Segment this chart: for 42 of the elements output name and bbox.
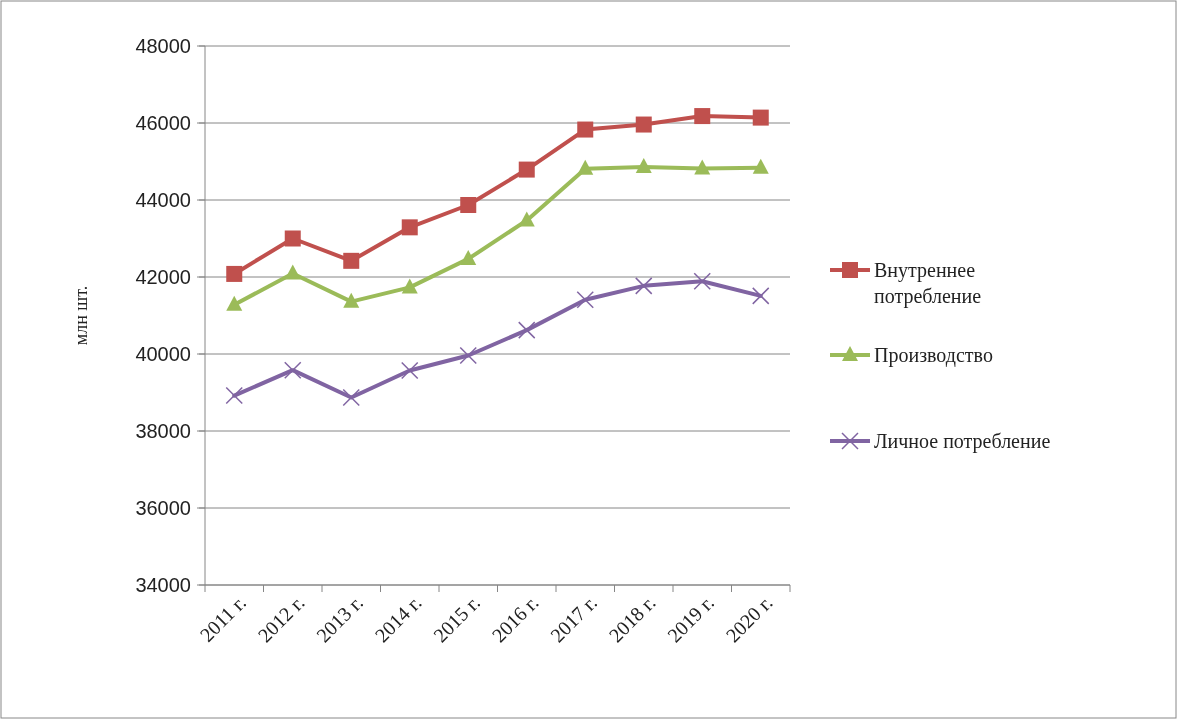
point <box>401 278 418 294</box>
point <box>284 361 302 379</box>
point <box>693 272 711 290</box>
point <box>284 264 301 280</box>
point <box>226 295 243 311</box>
point <box>635 277 653 295</box>
y-tick-label: 40000 <box>135 343 191 365</box>
point <box>694 159 711 175</box>
point <box>752 158 769 174</box>
point <box>694 108 711 125</box>
y-tick-label: 36000 <box>135 497 191 519</box>
y-tick-label: 44000 <box>135 189 191 211</box>
y-tick-label: 34000 <box>135 574 191 596</box>
y-tick-label: 48000 <box>135 35 191 57</box>
point <box>225 386 243 405</box>
point <box>343 252 360 269</box>
point <box>284 230 301 247</box>
point <box>576 290 594 309</box>
y-tick-label: 42000 <box>135 266 191 288</box>
y-axis-title: млн шт. <box>71 285 91 346</box>
point <box>459 346 477 365</box>
point <box>343 292 360 308</box>
point <box>460 249 477 265</box>
point <box>518 211 535 227</box>
point <box>342 388 360 407</box>
point <box>577 159 594 175</box>
point <box>577 121 594 138</box>
point <box>401 361 419 380</box>
point <box>518 321 536 339</box>
legend-label: Личное потребление <box>874 430 1051 453</box>
legend-label: Производство <box>874 344 993 367</box>
point <box>518 161 535 178</box>
point <box>635 157 652 173</box>
point <box>752 109 769 126</box>
point <box>226 265 243 282</box>
point <box>635 116 652 133</box>
y-tick-label: 38000 <box>135 420 191 442</box>
point <box>752 287 770 305</box>
point <box>460 197 477 214</box>
point <box>401 219 418 236</box>
y-tick-label: 46000 <box>135 112 191 134</box>
legend-label: Внутреннее потребление <box>874 259 982 308</box>
